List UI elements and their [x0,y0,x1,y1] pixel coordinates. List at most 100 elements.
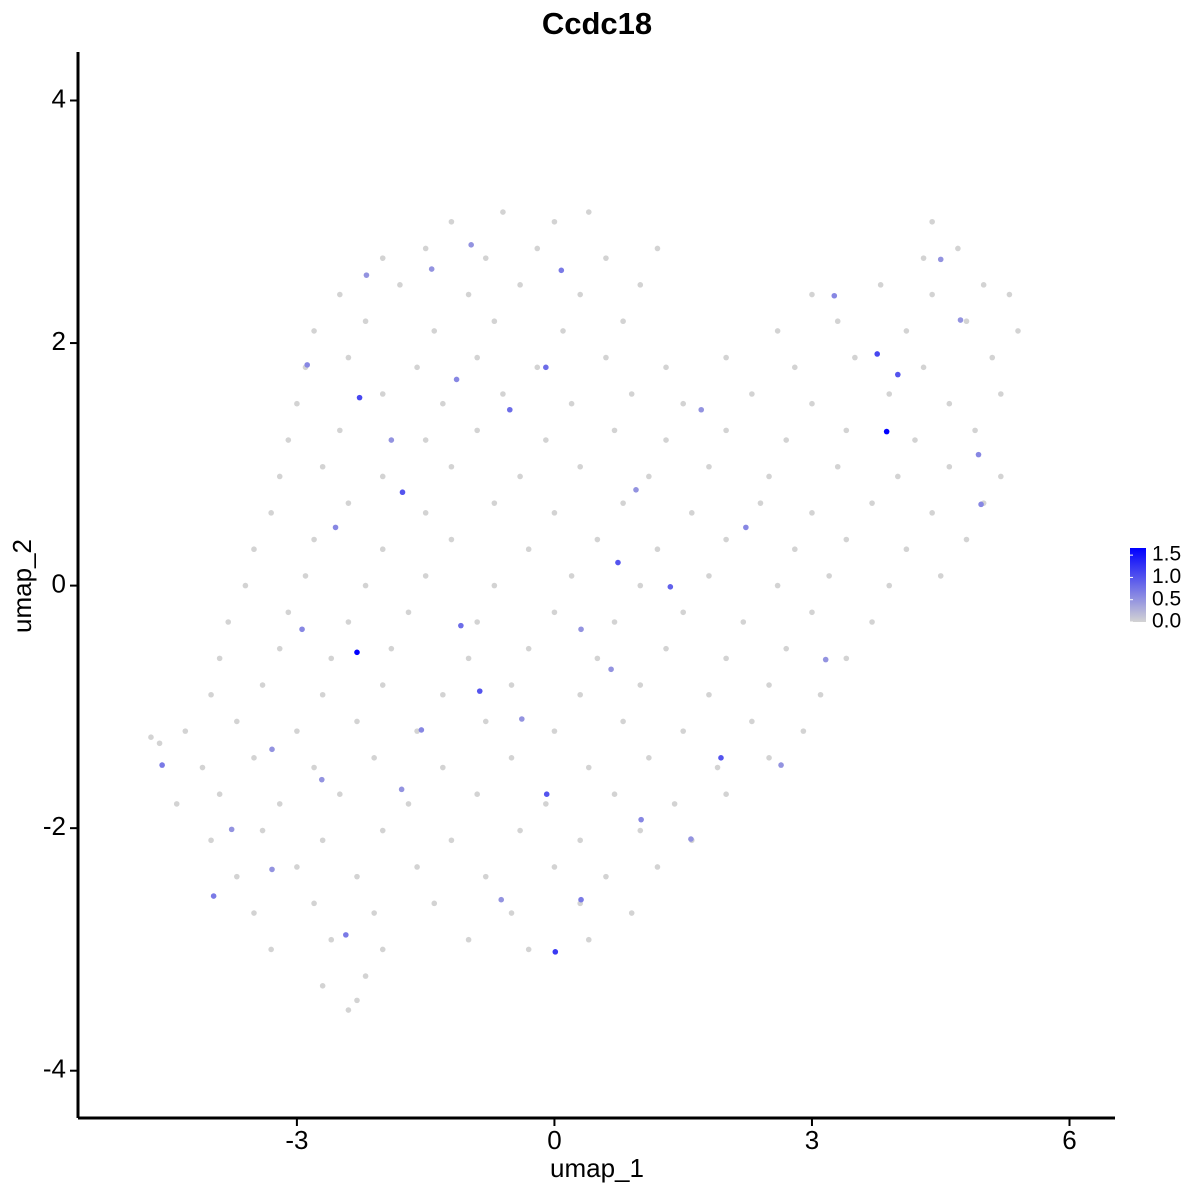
point [874,351,881,357]
y-axis-title: umap_2 [7,539,37,633]
point [388,645,395,652]
point [422,245,429,252]
point [975,451,982,458]
point [912,437,918,443]
point [608,666,614,673]
point [980,282,987,288]
point [259,682,266,688]
point [414,364,420,371]
point [422,573,429,579]
point [628,910,635,916]
point [398,786,405,793]
point [585,209,592,215]
point [294,728,300,734]
point [422,437,429,443]
point [620,718,626,725]
point [299,626,305,633]
point [251,755,257,761]
point [551,864,558,870]
point [474,427,480,434]
point [294,400,300,407]
point [414,864,420,870]
point [920,255,927,261]
point [628,391,635,397]
point [998,473,1004,480]
point [304,362,311,368]
point [783,645,790,652]
point [843,655,850,662]
point [525,546,532,553]
point [216,655,223,662]
point [311,900,317,907]
point [422,510,429,516]
point [354,873,360,880]
point [688,510,695,516]
point [354,649,360,656]
point [637,582,644,589]
point [519,716,525,722]
point [792,364,798,371]
point [551,609,558,616]
point [955,245,961,252]
x-tick-label: 3 [805,1125,819,1155]
point [663,437,669,443]
point [723,354,729,361]
point [852,354,858,361]
point [199,764,206,771]
point [843,427,850,434]
point [774,328,781,334]
point [345,500,352,506]
point [379,682,386,688]
point [500,391,506,397]
point [766,682,772,688]
point [328,655,335,662]
x-tick-label: 0 [547,1125,561,1155]
point [903,546,910,553]
point [319,691,326,698]
point [465,936,472,943]
point [345,354,352,361]
point [491,318,498,325]
point [354,997,360,1004]
point [228,826,235,833]
point [302,573,309,579]
x-tick-label: 6 [1062,1125,1076,1155]
point [311,328,317,334]
point [431,328,438,334]
point [551,218,558,225]
point [783,437,790,443]
point [431,900,438,907]
colorbar [1130,548,1146,622]
point [182,728,189,734]
point [929,218,935,225]
point [698,406,705,413]
point [749,391,755,397]
point [319,837,326,844]
point [500,209,506,215]
point [743,524,749,531]
point [285,437,292,443]
point [877,282,884,288]
point [319,463,326,470]
point [723,427,729,434]
point [611,619,618,625]
point [354,718,360,725]
point [594,655,601,662]
point [792,546,798,553]
point [508,910,515,916]
point [834,463,841,470]
point [577,837,583,844]
point [757,500,764,506]
point [578,626,584,633]
point [620,318,626,325]
point [379,827,386,834]
point [276,473,283,480]
point [663,364,669,371]
point [568,400,575,407]
point [723,791,729,797]
point [895,371,901,378]
point [337,791,343,797]
point [453,376,460,383]
point [869,619,875,625]
